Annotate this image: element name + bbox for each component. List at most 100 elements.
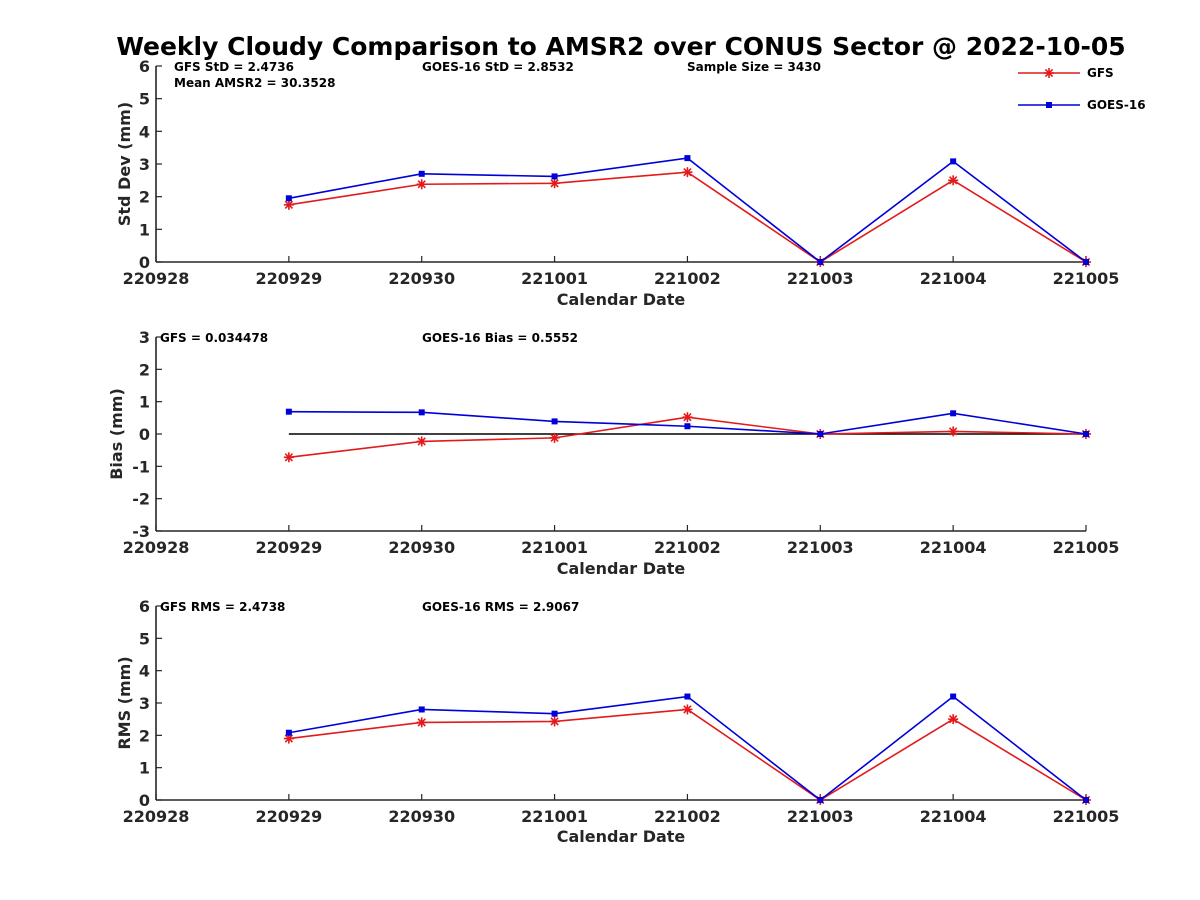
legend-entry-goes-16: GOES-16 [1018, 98, 1146, 112]
legend-goes-label: GOES-16 [1087, 98, 1146, 112]
rms-xlabel: Calendar Date [557, 827, 686, 846]
rms-panel: 0 1 2 3 4 5 6 220928 220929 220930 221001 221002 221… [115, 597, 1119, 846]
bias-goes-16-point [684, 423, 691, 430]
rms-ytick-label: 1 [139, 759, 150, 778]
rms-series-gfs-line [288, 708, 1087, 801]
bias-ytick-label: 2 [139, 360, 150, 379]
bias-gfs-point [283, 452, 294, 463]
bias-xlabel: Calendar Date [557, 559, 686, 578]
legend-goes-square-icon [1046, 102, 1052, 108]
rms-xtick-label: 220928 [123, 807, 190, 826]
std-dev-xtick-label: 220928 [123, 269, 190, 288]
rms-xtick-label: 221001 [521, 807, 588, 826]
rms-ytick-label: 4 [139, 662, 150, 681]
std-dev-gfs-point [283, 199, 294, 210]
std-dev-xtick-label: 221003 [787, 269, 854, 288]
legend-gfs-marker [1044, 68, 1054, 78]
std-dev-plot-area: 0 1 2 3 4 5 6 220928 220929 220930 221001 221002 221… [123, 57, 1120, 288]
std-dev-ytick-label: 5 [139, 90, 150, 109]
bias-panel: -3 -2 -1 0 1 2 3 220928 220929 220930 221001 221002… [107, 328, 1119, 578]
rms-xtick-label: 221004 [920, 807, 987, 826]
rms-goes-16-point [418, 706, 425, 713]
std-dev-goes-16-point [418, 170, 425, 177]
std-dev-gfs-point [549, 178, 560, 189]
bias-xtick-label: 220930 [388, 538, 455, 557]
rms-xtick-label: 221002 [654, 807, 721, 826]
bias-xtick-label: 220928 [123, 538, 190, 557]
rms-xtick-label: 221005 [1053, 807, 1120, 826]
bias-goes-16-point [1083, 431, 1089, 437]
sample-size-annotation: Sample Size = 3430 [687, 60, 821, 74]
goes-std-annotation: GOES-16 StD = 2.8532 [422, 60, 574, 74]
bias-goes-16-point [418, 409, 425, 416]
std-dev-xtick-label: 220930 [388, 269, 455, 288]
std-dev-ytick-label: 1 [139, 220, 150, 239]
rms-goes-16-point [817, 797, 824, 803]
std-dev-goes-16-point [285, 195, 292, 202]
bias-ylabel: Bias (mm) [107, 388, 126, 480]
bias-gfs-point [948, 426, 959, 437]
std-dev-xtick-label: 221005 [1053, 269, 1120, 288]
bias-series-gfs-line [288, 416, 1087, 459]
legend: GFS GOES-16 [1018, 66, 1146, 112]
std-dev-ytick-label: 4 [139, 122, 150, 141]
bias-gfs-point [682, 412, 693, 423]
rms-xtick-label: 220930 [388, 807, 455, 826]
rms-ytick-label: 0 [139, 791, 150, 810]
std-dev-goes-16-point [817, 259, 824, 265]
bias-plot-area: -3 -2 -1 0 1 2 3 220928 220929 220930 221001 221002… [123, 328, 1120, 557]
rms-goes-16-point [551, 710, 558, 717]
rms-ylabel: RMS (mm) [115, 656, 134, 749]
std-dev-gfs-point [416, 179, 427, 190]
rms-gfs-point [682, 704, 693, 715]
std-dev-gfs-point [682, 167, 693, 178]
legend-gfs-label: GFS [1087, 66, 1114, 80]
bias-gfs-point [416, 436, 427, 447]
rms-xtick-label: 221003 [787, 807, 854, 826]
legend-entry-gfs: GFS [1018, 66, 1114, 80]
rms-ytick-label: 2 [139, 726, 150, 745]
goes-bias-annotation: GOES-16 Bias = 0.5552 [422, 331, 578, 345]
bias-goes-16-point [551, 418, 558, 425]
std-dev-ytick-label: 6 [139, 57, 150, 76]
std-dev-xtick-label: 220929 [255, 269, 322, 288]
bias-goes-16-point [950, 410, 957, 417]
rms-goes-16-point [950, 693, 957, 700]
rms-ytick-label: 5 [139, 629, 150, 648]
std-dev-goes-16-point [1083, 259, 1089, 265]
bias-xtick-label: 221004 [920, 538, 987, 557]
bias-goes-16-point [285, 408, 292, 415]
std-dev-xtick-label: 221002 [654, 269, 721, 288]
gfs-bias-annotation: GFS = 0.034478 [160, 331, 268, 345]
bias-goes-16-point [817, 431, 824, 437]
bias-ytick-label: -3 [132, 522, 150, 541]
std-dev-ylabel: Std Dev (mm) [115, 102, 134, 226]
std-dev-gfs-point [948, 175, 959, 186]
std-dev-ytick-label: 3 [139, 155, 150, 174]
bias-ytick-label: 3 [139, 328, 150, 347]
goes-rms-annotation: GOES-16 RMS = 2.9067 [422, 600, 579, 614]
std-dev-series-gfs-line [288, 171, 1087, 263]
bias-xtick-label: 221005 [1053, 538, 1120, 557]
bias-gfs-point [549, 432, 560, 443]
std-dev-ytick-label: 0 [139, 253, 150, 272]
bias-ytick-label: -1 [132, 457, 150, 476]
std-dev-goes-16-point [950, 158, 957, 165]
rms-xtick-label: 220929 [255, 807, 322, 826]
std-dev-goes-16-point [684, 155, 691, 162]
bias-xtick-label: 221002 [654, 538, 721, 557]
gfs-rms-annotation: GFS RMS = 2.4738 [160, 600, 285, 614]
rms-gfs-point [948, 714, 959, 725]
bias-ytick-label: 0 [139, 425, 150, 444]
rms-goes-16-point [684, 693, 691, 700]
gfs-std-annotation: GFS StD = 2.4736 [174, 60, 294, 74]
std-dev-xtick-label: 221004 [920, 269, 987, 288]
rms-ytick-label: 6 [139, 597, 150, 616]
rms-plot-area: 0 1 2 3 4 5 6 220928 220929 220930 221001 221002 221… [123, 597, 1120, 826]
bias-ytick-label: -2 [132, 490, 150, 509]
chart-title: Weekly Cloudy Comparison to AMSR2 over C… [116, 32, 1125, 61]
rms-goes-16-point [285, 729, 292, 736]
mean-amsr2-annotation: Mean AMSR2 = 30.3528 [174, 76, 335, 90]
bias-xtick-label: 221001 [521, 538, 588, 557]
